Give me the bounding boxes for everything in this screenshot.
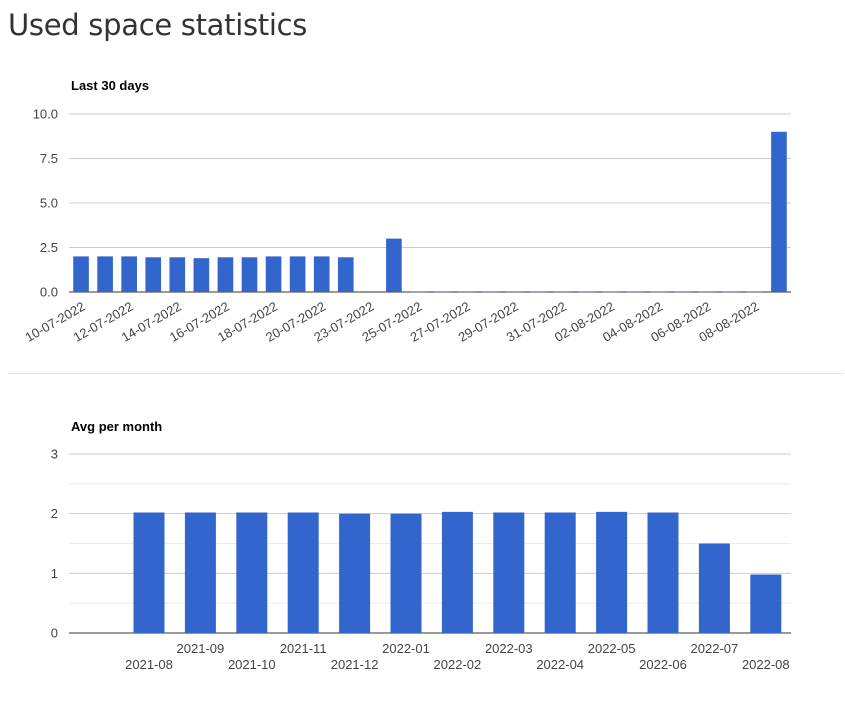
monthly-y-tick-label: 2 xyxy=(51,506,58,521)
daily-y-tick-label: 2.5 xyxy=(40,240,58,255)
monthly-x-tick-label: 2022-01 xyxy=(382,641,430,656)
monthly-x-tick-label: 2022-04 xyxy=(536,657,584,672)
daily-bar xyxy=(97,256,113,292)
daily-bar xyxy=(650,291,667,293)
monthly-x-tick-label: 2022-02 xyxy=(434,657,482,672)
daily-bar xyxy=(554,291,571,293)
daily-bar xyxy=(578,291,595,293)
daily-bar xyxy=(410,291,426,293)
daily-y-tick-label: 7.5 xyxy=(40,151,58,166)
daily-chart-title: Last 30 days xyxy=(71,78,149,93)
daily-bar xyxy=(217,257,234,292)
daily-usage-chart: Last 30 days 0.0 2.5 5.0 7.5 10.0 10-07-2022… xyxy=(22,78,791,345)
daily-bar xyxy=(145,257,162,292)
monthly-bar xyxy=(133,512,165,633)
daily-bar xyxy=(458,291,474,293)
monthly-x-tick-label: 2022-06 xyxy=(639,657,687,672)
monthly-bar xyxy=(647,512,679,633)
monthly-bar xyxy=(596,511,628,633)
monthly-x-tick-label: 2022-05 xyxy=(588,641,636,656)
daily-bar xyxy=(434,291,450,293)
daily-bar xyxy=(193,258,210,292)
monthly-x-tick-label: 2021-08 xyxy=(125,657,173,672)
daily-bar xyxy=(602,291,619,293)
daily-bar xyxy=(482,291,498,293)
monthly-bar xyxy=(390,513,422,633)
daily-bar xyxy=(771,131,787,292)
monthly-x-tick-label: 2021-11 xyxy=(280,641,327,656)
chart-divider xyxy=(8,373,844,374)
monthly-bar xyxy=(184,512,216,633)
monthly-bar xyxy=(750,574,782,633)
monthly-bar xyxy=(287,512,319,633)
daily-bar xyxy=(121,256,137,292)
monthly-chart-title: Avg per month xyxy=(71,419,162,434)
daily-bar xyxy=(241,257,258,292)
daily-bar xyxy=(530,291,547,293)
monthly-x-tick-label: 2022-08 xyxy=(742,657,790,672)
monthly-gridlines xyxy=(69,453,791,634)
page-title: Used space statistics xyxy=(8,8,308,42)
daily-y-tick-label: 5.0 xyxy=(40,196,58,211)
monthly-x-tick-label: 2021-12 xyxy=(331,657,379,672)
monthly-bar xyxy=(236,512,268,633)
daily-bar xyxy=(265,256,282,292)
monthly-bars xyxy=(133,511,782,633)
daily-y-axis-labels: 0.0 2.5 5.0 7.5 10.0 xyxy=(33,107,58,300)
daily-bar xyxy=(674,291,691,293)
daily-bar xyxy=(337,257,354,292)
monthly-bar xyxy=(339,513,371,633)
monthly-x-tick-label: 2022-07 xyxy=(691,641,739,656)
daily-y-tick-label: 0.0 xyxy=(40,285,58,300)
daily-gridlines xyxy=(69,113,791,293)
daily-y-tick-label: 10.0 xyxy=(33,107,58,122)
monthly-y-tick-label: 3 xyxy=(51,447,58,462)
monthly-x-tick-label: 2021-10 xyxy=(228,657,276,672)
monthly-x-tick-label: 2022-03 xyxy=(485,641,533,656)
monthly-bar xyxy=(493,512,525,633)
daily-bar xyxy=(73,256,89,292)
daily-bar xyxy=(626,291,643,293)
daily-bar xyxy=(313,256,330,292)
daily-bar xyxy=(747,291,763,293)
monthly-bar xyxy=(441,511,473,633)
monthly-y-tick-label: 0 xyxy=(51,626,58,641)
daily-bar xyxy=(698,291,715,293)
daily-bar xyxy=(169,257,186,292)
daily-bar xyxy=(723,291,739,293)
monthly-x-axis-labels: 2021-082021-092021-102021-112021-122022-… xyxy=(125,641,790,672)
daily-bar xyxy=(506,291,523,293)
daily-x-axis-labels: 10-07-202212-07-202214-07-202216-07-2022… xyxy=(22,299,761,345)
daily-bars xyxy=(73,131,787,293)
monthly-average-chart: Avg per month 0 1 2 3 2021-08 2021-092021-10… xyxy=(51,419,791,672)
daily-bar xyxy=(289,256,306,292)
monthly-bar xyxy=(544,512,576,633)
monthly-y-axis-labels: 0 1 2 3 xyxy=(51,447,58,641)
monthly-bar xyxy=(698,543,730,633)
monthly-y-tick-label: 1 xyxy=(51,566,58,581)
monthly-x-tick-label: 2021-09 xyxy=(177,641,225,656)
daily-bar xyxy=(386,238,402,292)
